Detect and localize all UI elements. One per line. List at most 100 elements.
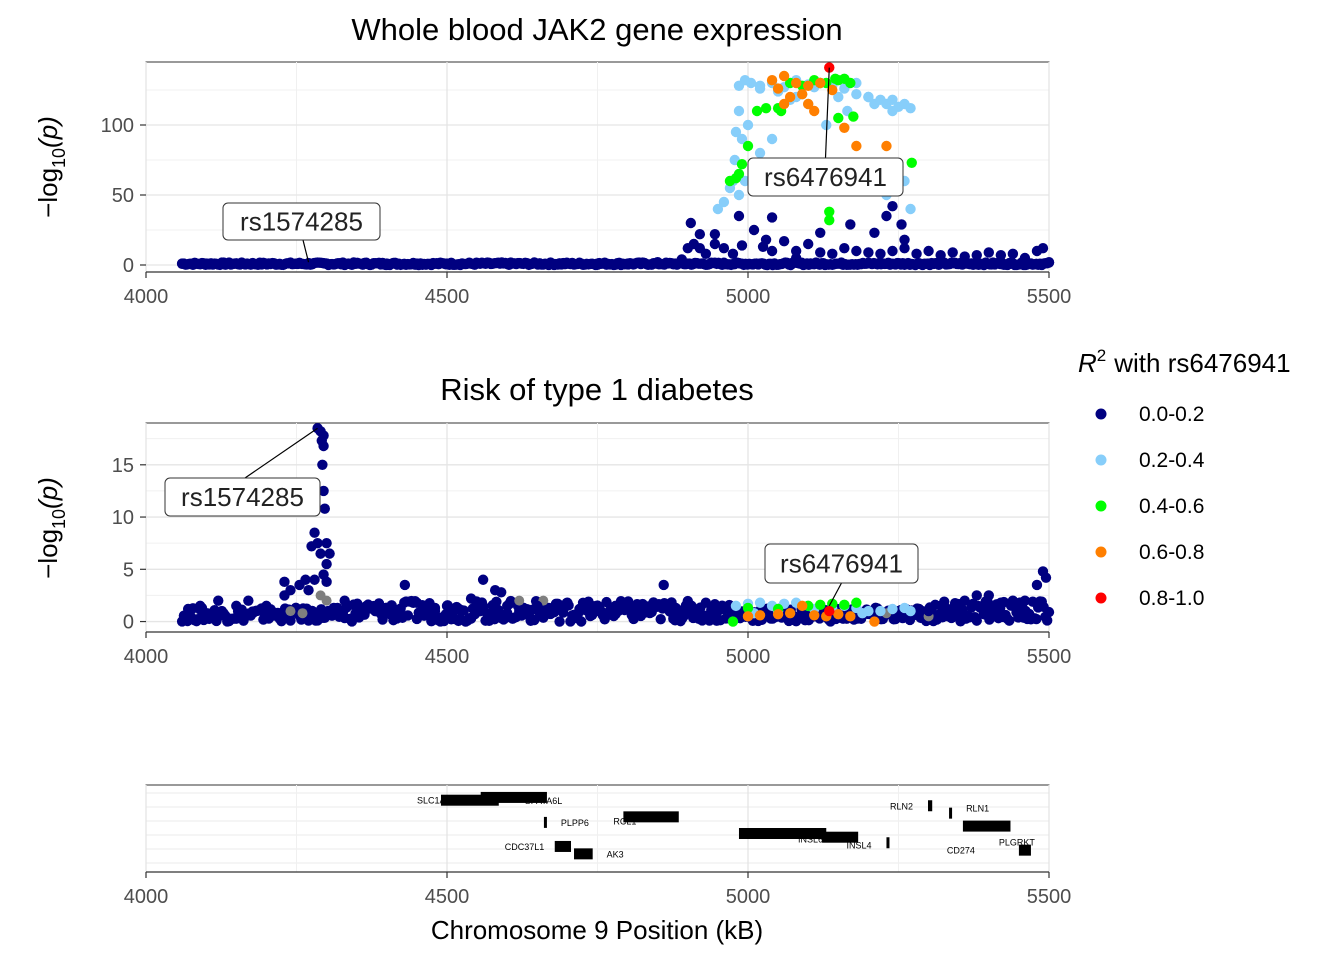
jak2-point <box>899 243 910 254</box>
t1d-y-tick-label: 5 <box>123 559 134 581</box>
gene-label: AK3 <box>607 849 624 859</box>
gene-CDC37L1: CDC37L1 <box>505 840 572 852</box>
t1d-point <box>441 600 453 612</box>
t1d-point <box>682 605 693 617</box>
legend-label: 0.0-0.2 <box>1139 403 1204 426</box>
jak2-x-tick-label: 5500 <box>1027 286 1072 308</box>
t1d-annotation-label: rs1574285 <box>181 482 304 512</box>
t1d-point <box>309 574 320 585</box>
jak2-point <box>863 91 874 103</box>
jak2-point <box>742 140 754 152</box>
jak2-annotation-label: rs6476941 <box>764 162 887 192</box>
jak2-y-tick-label: 100 <box>101 115 134 137</box>
t1d-point <box>754 597 766 608</box>
t1d-point <box>833 609 844 620</box>
jak2-point <box>821 119 832 131</box>
t1d-point <box>381 603 392 615</box>
jak2-point <box>875 248 886 259</box>
gene-label: RCL1 <box>613 816 636 826</box>
legend-swatch <box>1095 592 1107 604</box>
jak2-point <box>592 258 603 269</box>
jak2-point <box>766 245 778 257</box>
t1d-point <box>845 611 856 622</box>
jak2-point <box>772 83 784 94</box>
t1d-point <box>983 590 994 601</box>
jak2-point <box>887 245 898 257</box>
t1d-point <box>321 576 332 588</box>
jak2-x-tick-label: 4500 <box>425 286 470 308</box>
legend-item-0.0-0.2: 0.0-0.2 <box>1095 403 1204 426</box>
jak2-point <box>881 210 892 222</box>
jak2-point <box>381 258 392 269</box>
t1d-point <box>1040 572 1052 583</box>
t1d-point <box>839 599 850 611</box>
t1d-baseline-point <box>1043 606 1055 618</box>
t1d-point <box>857 607 868 619</box>
t1d-point <box>477 574 489 585</box>
t1d-point <box>772 609 784 620</box>
t1d-baseline-point <box>601 596 612 608</box>
t1d-point <box>712 605 724 617</box>
legend-title: R2 with rs6476941 <box>1078 346 1291 378</box>
t1d-point <box>324 548 335 559</box>
jak2-y-tick-label: 50 <box>112 185 134 207</box>
jak2-point <box>809 105 820 117</box>
jak2-point <box>815 227 826 238</box>
t1d-point <box>279 576 290 588</box>
t1d-point <box>261 600 272 612</box>
gene-JAK2: JAK2 <box>738 828 827 841</box>
jak2-point <box>833 91 844 103</box>
jak2-point <box>815 77 826 89</box>
t1d-annotation-label: rs6476941 <box>780 549 903 579</box>
jak2-point <box>441 258 453 269</box>
t1d-point <box>182 603 194 615</box>
t1d-point <box>935 600 946 612</box>
t1d-title: Risk of type 1 diabetes <box>440 372 754 407</box>
gene-track-plot-area: SLC1A1 SPATA6L PLPP6 RCL1 CDC37L1 AK3 JAK2 INSL… <box>124 784 1071 908</box>
t1d-baseline-point <box>971 615 982 626</box>
t1d-point <box>610 600 621 612</box>
jak2-point <box>748 224 760 236</box>
gene-label: RLN1 <box>966 804 989 814</box>
gene-PLPP6: PLPP6 <box>543 816 589 828</box>
legend-item-0.8-1.0: 0.8-1.0 <box>1095 587 1204 610</box>
jak2-annotation-label: rs1574285 <box>240 207 363 237</box>
t1d-point <box>815 599 826 611</box>
jak2-point <box>718 243 730 254</box>
jak2-point <box>745 77 757 89</box>
jak2-point <box>845 77 856 89</box>
jak2-point <box>784 91 796 103</box>
t1d-point <box>658 579 669 591</box>
gene-label: INSL6 <box>798 835 823 845</box>
legend-swatch <box>1095 454 1107 466</box>
t1d-point <box>730 600 742 612</box>
t1d-point <box>562 597 573 608</box>
gene-track-x-tick-label: 5000 <box>726 886 771 908</box>
jak2-point <box>754 83 766 94</box>
t1d-point <box>784 607 796 619</box>
t1d-point <box>303 585 314 596</box>
t1d-point <box>317 459 328 470</box>
jak2-point <box>709 229 721 240</box>
jak2-point <box>790 245 802 257</box>
t1d-point <box>318 485 329 497</box>
t1d-point <box>465 593 477 604</box>
t1d-point <box>351 600 362 612</box>
gene-PLGRKT: PLGRKT <box>962 820 1035 848</box>
jak2-point <box>676 254 687 265</box>
t1d-point <box>869 616 880 627</box>
jak2-point <box>778 70 790 82</box>
jak2-point <box>881 140 892 152</box>
jak2-point <box>887 201 898 212</box>
jak2-y-tick-label: 0 <box>123 255 134 277</box>
gene-RLN1: RLN1 <box>949 804 989 819</box>
t1d-point <box>905 605 916 617</box>
jak2-point <box>733 189 745 201</box>
t1d-panel: Risk of type 1 diabetes 0 5 10 15 4000 4500 50… <box>33 372 1071 668</box>
t1d-x-tick-label: 4500 <box>425 646 470 668</box>
t1d-point <box>622 600 633 612</box>
t1d-annotation-leader <box>828 582 843 607</box>
t1d-annotation-box <box>764 543 919 584</box>
gene-bar <box>927 800 933 812</box>
t1d-point <box>809 610 820 621</box>
